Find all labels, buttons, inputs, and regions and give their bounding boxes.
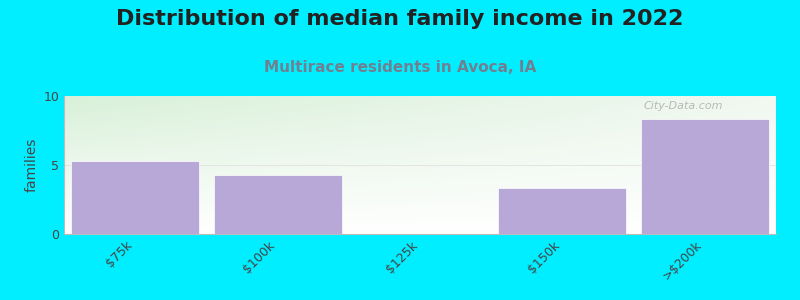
Bar — [498, 188, 626, 234]
Bar — [214, 175, 342, 234]
Text: Multirace residents in Avoca, IA: Multirace residents in Avoca, IA — [264, 60, 536, 75]
Text: City-Data.com: City-Data.com — [644, 101, 723, 111]
Text: Distribution of median family income in 2022: Distribution of median family income in … — [116, 9, 684, 29]
Y-axis label: families: families — [25, 138, 39, 192]
Bar — [71, 161, 199, 234]
Bar — [641, 119, 769, 234]
